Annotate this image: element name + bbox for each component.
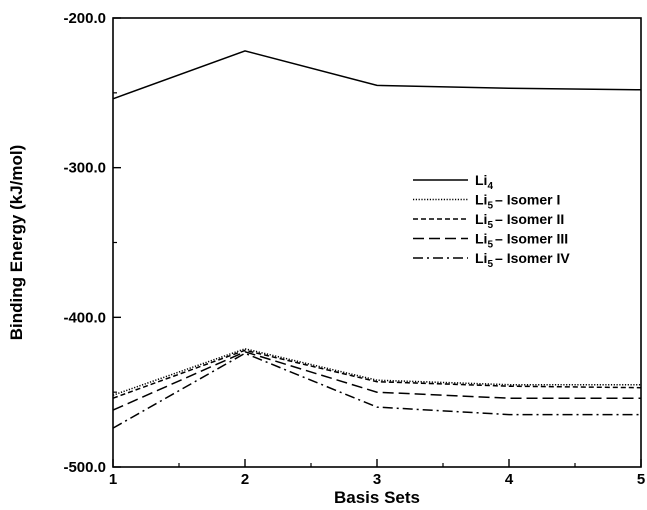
legend-label: Li5– Isomer I	[475, 192, 560, 212]
x-axis-title: Basis Sets	[334, 488, 420, 507]
legend-label-rest: – Isomer IV	[495, 250, 570, 266]
legend-label: Li5– Isomer II	[475, 211, 564, 231]
x-tick-label: 3	[373, 471, 381, 488]
series-line-3	[112, 349, 642, 399]
y-tick-label: -200.0	[63, 10, 106, 27]
ticks-layer: -200.0 -300.0 -400.0 -500.01 2 3 4 5	[63, 10, 645, 488]
y-tick-label: -400.0	[63, 309, 106, 326]
series-layer	[112, 50, 642, 429]
legend-item-2: Li5– Isomer I	[413, 192, 560, 212]
y-tick-label: -500.0	[63, 459, 106, 476]
y-axis-title: Binding Energy (kJ/mol)	[7, 145, 26, 341]
legend-label-main: Li	[475, 211, 487, 227]
legend-item-1: Li4	[413, 172, 493, 192]
legend-label-rest: – Isomer II	[495, 211, 564, 227]
legend-label-rest: – Isomer I	[495, 192, 560, 208]
legend-label-main: Li	[475, 192, 487, 208]
series-line-1	[112, 50, 642, 100]
legend-label-main: Li	[475, 231, 487, 247]
plot-frame	[112, 17, 642, 468]
legend-label-subscript: 5	[487, 259, 493, 270]
x-tick-label: 1	[109, 471, 117, 488]
legend-item-3: Li5– Isomer II	[413, 211, 564, 231]
legend-label-rest: – Isomer III	[495, 231, 568, 247]
legend-label: Li5– Isomer IV	[475, 250, 570, 270]
x-tick-label: 2	[241, 471, 249, 488]
series-line-5	[112, 352, 641, 429]
series-line-4	[112, 351, 641, 411]
x-tick-label: 4	[505, 471, 514, 488]
legend-label-main: Li	[475, 172, 487, 188]
x-tick-label: 5	[637, 471, 645, 488]
legend-label-subscript: 4	[487, 181, 493, 192]
legend-item-4: Li5– Isomer III	[413, 231, 568, 251]
legend-label-subscript: 5	[487, 201, 493, 212]
legend-label: Li5– Isomer III	[475, 231, 568, 251]
legend-label: Li4	[475, 172, 493, 192]
series-line-2	[112, 348, 641, 396]
y-tick-label: -300.0	[63, 160, 106, 177]
legend-label-subscript: 5	[487, 220, 493, 231]
legend-label-subscript: 5	[487, 240, 493, 251]
legend-item-5: Li5– Isomer IV	[413, 250, 570, 270]
legend-label-main: Li	[475, 250, 487, 266]
